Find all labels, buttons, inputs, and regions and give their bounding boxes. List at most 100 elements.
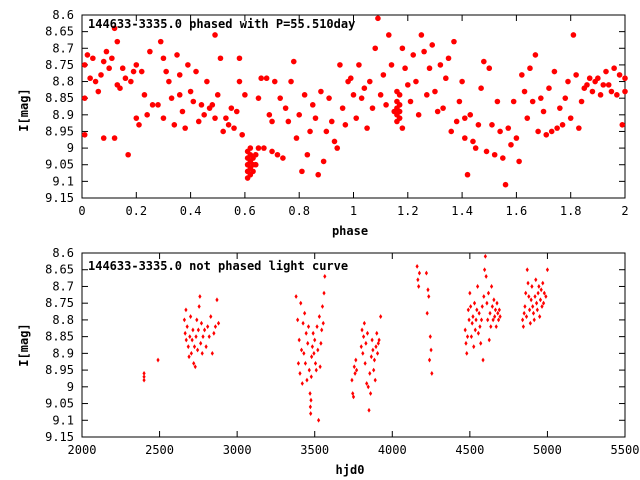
phased-data-point bbox=[288, 78, 294, 85]
phased-y-axis-label: I[mag] bbox=[17, 88, 31, 131]
phased-x-tick-label: 1.2 bbox=[397, 204, 419, 218]
phased-data-point bbox=[269, 118, 275, 125]
phased-data-point bbox=[424, 92, 430, 98]
phased-y-tick-labels: 8.6 8.65 8.7 8.75 8.8 8.85 8.9 8.95 9 9.05 9.1 9.15 bbox=[45, 8, 74, 205]
unphased-data-point bbox=[492, 297, 496, 303]
unphased-data-point bbox=[539, 287, 543, 293]
unphased-data-point bbox=[320, 327, 324, 333]
phased-data-point bbox=[535, 128, 541, 135]
unphased-y-tick-label: 9.05 bbox=[45, 397, 74, 411]
phased-data-point bbox=[255, 145, 262, 151]
unphased-data-point bbox=[377, 337, 381, 343]
phased-data-point bbox=[521, 88, 528, 95]
unphased-data-point bbox=[529, 297, 533, 303]
unphased-data-point bbox=[363, 361, 367, 366]
unphased-data-point bbox=[467, 317, 471, 323]
phased-data-point bbox=[510, 98, 517, 105]
phased-data-point bbox=[462, 115, 468, 121]
phased-data-point bbox=[388, 62, 395, 68]
phased-data-point bbox=[548, 128, 555, 135]
phased-data-point bbox=[328, 118, 335, 125]
unphased-data-point bbox=[470, 320, 474, 326]
phased-x-tick-label: 2 bbox=[621, 204, 628, 218]
phased-data-point bbox=[312, 115, 319, 121]
phased-data-point bbox=[315, 171, 322, 178]
unphased-data-point bbox=[297, 337, 301, 343]
phased-data-point bbox=[375, 15, 381, 22]
phased-data-point bbox=[250, 168, 256, 175]
phased-data-point bbox=[616, 72, 623, 78]
phased-data-point bbox=[347, 75, 354, 82]
unphased-data-point bbox=[466, 307, 470, 313]
unphased-data-point bbox=[204, 344, 208, 350]
unphased-data-point bbox=[464, 340, 468, 346]
unphased-data-point bbox=[484, 274, 488, 279]
unphased-y-tick-label: 9.1 bbox=[52, 413, 74, 427]
phased-y-tick-label: 9.15 bbox=[45, 191, 74, 205]
phased-data-point bbox=[405, 82, 411, 88]
phased-data-point bbox=[437, 62, 444, 68]
phased-data-point bbox=[198, 102, 205, 108]
unphased-data-point bbox=[192, 344, 197, 350]
phased-data-point bbox=[372, 45, 379, 52]
phased-data-point bbox=[252, 151, 259, 158]
unphased-data-point bbox=[375, 330, 379, 336]
unphased-data-point bbox=[183, 330, 187, 336]
unphased-data-point bbox=[195, 317, 199, 323]
unphased-data-point bbox=[200, 350, 204, 356]
unphased-data-point bbox=[199, 340, 203, 346]
unphased-data-point bbox=[296, 317, 300, 323]
unphased-x-tick-label: 2500 bbox=[145, 443, 174, 457]
phased-x-tick-label: 1.4 bbox=[451, 204, 473, 218]
unphased-data-point bbox=[202, 327, 207, 333]
phased-y-tick-label: 8.85 bbox=[45, 91, 74, 105]
unphased-data-point bbox=[305, 377, 309, 383]
phased-data-point bbox=[369, 105, 376, 111]
phased-data-point bbox=[443, 75, 449, 82]
unphased-data-point bbox=[374, 344, 378, 350]
unphased-data-point bbox=[538, 297, 543, 303]
unphased-data-point bbox=[213, 324, 218, 329]
phased-data-point bbox=[570, 32, 577, 38]
unphased-data-point bbox=[196, 327, 200, 333]
phased-data-point bbox=[204, 78, 210, 85]
unphased-data-point bbox=[320, 304, 325, 309]
phased-data-point bbox=[133, 115, 140, 121]
unphased-data-point bbox=[373, 377, 377, 383]
unphased-data-point bbox=[365, 381, 369, 386]
unphased-data-point bbox=[367, 407, 371, 413]
phased-data-point bbox=[231, 125, 237, 131]
unphased-data-point bbox=[532, 317, 536, 323]
phased-data-point bbox=[149, 102, 156, 108]
unphased-data-point bbox=[300, 381, 304, 386]
unphased-data-point bbox=[416, 277, 420, 283]
unphased-data-point bbox=[197, 304, 201, 309]
phased-data-point bbox=[578, 98, 585, 105]
unphased-data-point bbox=[188, 334, 192, 340]
phased-data-point bbox=[285, 118, 292, 125]
phased-data-point bbox=[546, 85, 552, 91]
unphased-data-point bbox=[369, 354, 373, 360]
unphased-data-point bbox=[184, 337, 188, 343]
unphased-data-point bbox=[195, 347, 200, 353]
phased-data-point bbox=[122, 75, 129, 82]
unphased-data-point bbox=[317, 314, 321, 319]
unphased-data-point bbox=[530, 284, 534, 289]
unphased-data-point bbox=[304, 330, 308, 336]
phased-data-point bbox=[258, 75, 264, 82]
phased-data-point bbox=[176, 92, 183, 98]
phased-data-point bbox=[176, 72, 183, 78]
unphased-data-point bbox=[490, 304, 494, 309]
phased-data-point bbox=[195, 118, 202, 125]
phased-data-point bbox=[233, 108, 240, 115]
unphased-panel: 8.6 8.65 8.7 8.75 8.8 8.85 8.9 8.95 9 9.05 9.1 9.15… bbox=[17, 246, 639, 477]
phased-data-point bbox=[84, 52, 91, 58]
unphased-data-point bbox=[480, 304, 484, 309]
unphased-data-point bbox=[318, 364, 322, 370]
phased-data-point bbox=[462, 135, 468, 141]
phased-data-point bbox=[304, 151, 311, 158]
phased-data-point bbox=[223, 115, 229, 121]
phased-data-point bbox=[318, 88, 324, 95]
unphased-y-tick-label: 8.65 bbox=[45, 263, 74, 277]
